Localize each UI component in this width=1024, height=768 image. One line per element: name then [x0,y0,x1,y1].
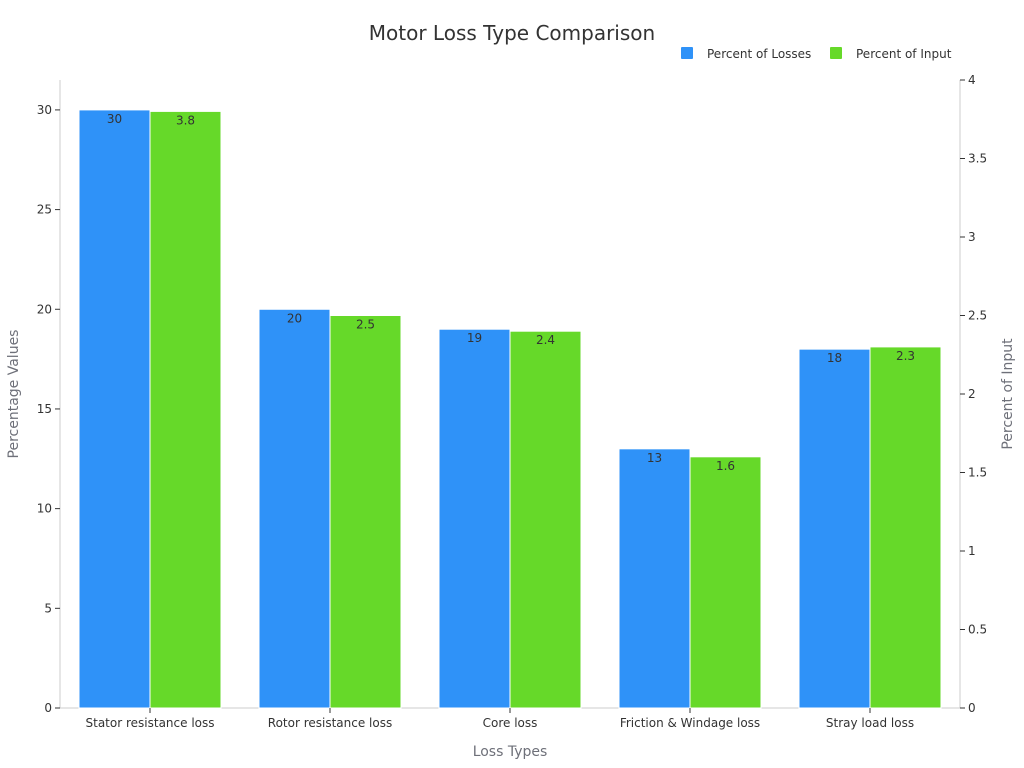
bar-percent-of-input[interactable] [869,346,942,709]
bar-percent-of-losses[interactable] [438,328,511,709]
y-right-tick-label: 1 [968,544,976,558]
y-right-tick-label: 3 [968,230,976,244]
y-right-tick-label: 3.5 [968,152,987,166]
legend-label-percent-of-input[interactable]: Percent of Input [856,47,952,61]
bar-percent-of-input[interactable] [329,315,402,709]
bar-percent-of-input[interactable] [149,110,222,709]
y-right-tick-label: 4 [968,73,976,87]
y-left-tick-label: 10 [37,502,52,516]
legend: Percent of Losses Percent of Input [681,47,952,61]
chart-title: Motor Loss Type Comparison [369,21,655,45]
y-right-tick-label: 2 [968,387,976,401]
data-label-percent-of-losses: 20 [287,311,302,325]
legend-swatch-percent-of-losses[interactable] [681,47,693,59]
bar-percent-of-losses[interactable] [798,348,871,709]
y-right-tick-label: 0.5 [968,623,987,637]
x-category-label: Friction & Windage loss [620,716,760,730]
bar-percent-of-input[interactable] [509,330,582,709]
x-category-label: Stator resistance loss [86,716,215,730]
y-axis-right-ticks: 0 0.5 1 1.5 2 2.5 3 3.5 4 [960,73,987,715]
y-right-tick-label: 1.5 [968,466,987,480]
y-left-tick-label: 0 [44,701,52,715]
y-right-tick-label: 0 [968,701,976,715]
data-label-percent-of-losses: 30 [107,112,122,126]
bar-percent-of-losses[interactable] [618,448,691,709]
y-left-tick-label: 30 [37,103,52,117]
data-label-percent-of-input: 2.5 [356,318,375,332]
category-labels: Stator resistance loss Rotor resistance l… [86,708,914,730]
bar-percent-of-input[interactable] [689,456,762,709]
x-category-label: Rotor resistance loss [268,716,392,730]
bar-percent-of-losses[interactable] [258,308,331,709]
data-label-percent-of-losses: 18 [827,351,842,365]
y-left-tick-label: 15 [37,402,52,416]
x-axis-title: Loss Types [473,744,548,760]
x-category-label: Stray load loss [826,716,914,730]
data-label-percent-of-losses: 13 [647,451,662,465]
data-label-percent-of-losses: 19 [467,331,482,345]
data-label-percent-of-input: 2.4 [536,333,555,347]
legend-swatch-percent-of-input[interactable] [830,47,842,59]
y-left-tick-label: 5 [44,601,52,615]
data-label-percent-of-input: 3.8 [176,113,195,127]
y-right-tick-label: 2.5 [968,309,987,323]
bar-percent-of-losses[interactable] [78,109,151,709]
legend-label-percent-of-losses[interactable]: Percent of Losses [707,47,811,61]
y-left-tick-label: 20 [37,302,52,316]
y-left-tick-label: 25 [37,203,52,217]
y-axis-right-title: Percent of Input [1000,338,1016,450]
x-category-label: Core loss [483,716,538,730]
data-label-percent-of-input: 2.3 [896,349,915,363]
y-axis-left-ticks: 0 5 10 15 20 25 30 [37,103,60,715]
y-axis-left-title: Percentage Values [6,330,22,459]
data-label-percent-of-input: 1.6 [716,459,735,473]
bars: 30 3.8 20 2.5 19 2.4 13 1.6 18 2.3 [78,109,942,709]
